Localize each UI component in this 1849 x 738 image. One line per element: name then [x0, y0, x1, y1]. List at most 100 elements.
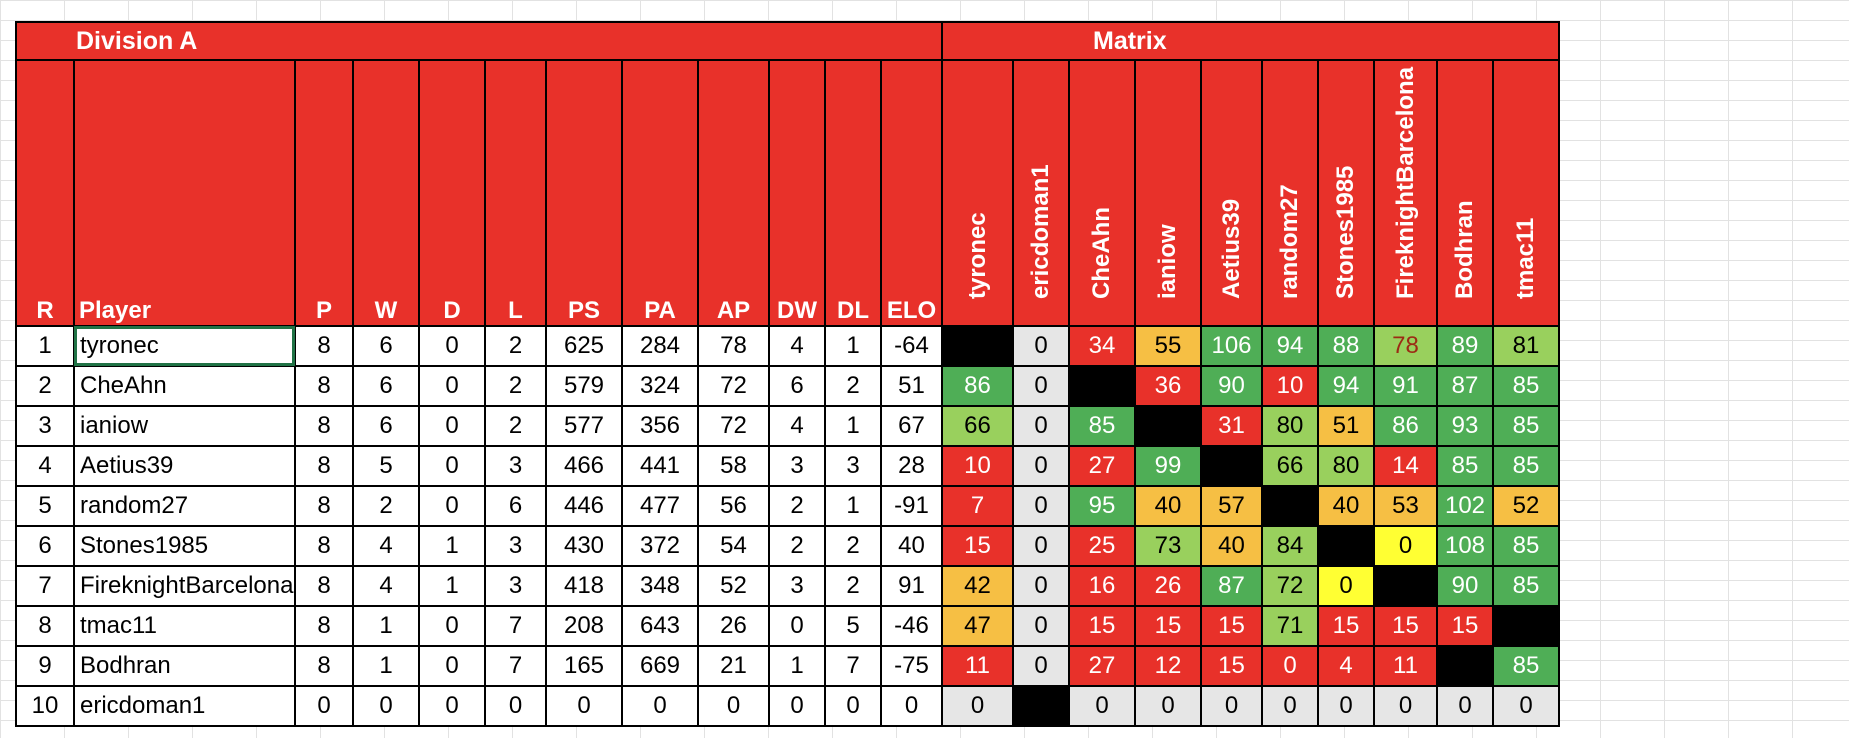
matrix-cell[interactable]: 85 — [1492, 565, 1560, 607]
matrix-cell[interactable]: 99 — [1134, 445, 1202, 487]
matrix-cell[interactable]: 15 — [941, 525, 1014, 567]
stat-cell-pa[interactable]: 284 — [621, 325, 699, 367]
matrix-header-fireknightbarcelona[interactable]: FireknightBarcelona — [1373, 59, 1438, 327]
matrix-cell[interactable]: 11 — [1373, 645, 1438, 687]
stat-cell-ap[interactable]: 72 — [697, 365, 770, 407]
matrix-cell[interactable]: 73 — [1134, 525, 1202, 567]
matrix-cell[interactable]: 40 — [1317, 485, 1375, 527]
matrix-cell[interactable]: 71 — [1261, 605, 1319, 647]
stat-cell-dl[interactable]: 3 — [824, 445, 882, 487]
stat-cell-elo[interactable]: 91 — [880, 565, 943, 607]
matrix-cell[interactable]: 81 — [1492, 325, 1560, 367]
header-rank[interactable]: R — [15, 59, 75, 327]
header-player[interactable]: Player — [73, 59, 296, 327]
stat-cell-ap[interactable]: 26 — [697, 605, 770, 647]
matrix-cell[interactable] — [1012, 685, 1070, 727]
matrix-cell[interactable]: 87 — [1200, 565, 1263, 607]
stat-cell-w[interactable]: 6 — [352, 325, 420, 367]
matrix-cell[interactable] — [1200, 445, 1263, 487]
rank-cell[interactable]: 1 — [15, 325, 75, 367]
stat-cell-elo[interactable]: -46 — [880, 605, 943, 647]
matrix-cell[interactable]: 95 — [1068, 485, 1136, 527]
matrix-header-bodhran[interactable]: Bodhran — [1436, 59, 1494, 327]
matrix-header-tyronec[interactable]: tyronec — [941, 59, 1014, 327]
matrix-cell[interactable]: 15 — [1436, 605, 1494, 647]
matrix-cell[interactable]: 89 — [1436, 325, 1494, 367]
stat-cell-ps[interactable]: 418 — [545, 565, 623, 607]
stat-cell-ap[interactable]: 54 — [697, 525, 770, 567]
stat-cell-elo[interactable]: -64 — [880, 325, 943, 367]
matrix-cell[interactable]: 85 — [1436, 445, 1494, 487]
stat-cell-d[interactable]: 0 — [418, 485, 486, 527]
matrix-cell[interactable]: 0 — [1012, 645, 1070, 687]
stat-cell-elo[interactable]: 28 — [880, 445, 943, 487]
matrix-cell[interactable]: 10 — [941, 445, 1014, 487]
stat-cell-elo[interactable]: 51 — [880, 365, 943, 407]
stat-cell-p[interactable]: 8 — [294, 645, 354, 687]
stat-cell-elo[interactable]: -91 — [880, 485, 943, 527]
matrix-cell[interactable]: 85 — [1492, 445, 1560, 487]
stat-cell-p[interactable]: 8 — [294, 445, 354, 487]
header-ps[interactable]: PS — [545, 59, 623, 327]
stat-cell-pa[interactable]: 356 — [621, 405, 699, 447]
stat-cell-d[interactable]: 0 — [418, 405, 486, 447]
matrix-cell[interactable]: 40 — [1200, 525, 1263, 567]
matrix-cell[interactable] — [1261, 485, 1319, 527]
stat-cell-d[interactable]: 0 — [418, 645, 486, 687]
player-cell[interactable]: tmac11 — [73, 605, 296, 647]
matrix-cell[interactable]: 90 — [1200, 365, 1263, 407]
stat-cell-w[interactable]: 6 — [352, 405, 420, 447]
matrix-cell[interactable]: 40 — [1134, 485, 1202, 527]
stat-cell-l[interactable]: 2 — [484, 365, 547, 407]
matrix-cell[interactable] — [1373, 565, 1438, 607]
matrix-cell[interactable] — [1068, 365, 1136, 407]
matrix-cell[interactable]: 0 — [1373, 525, 1438, 567]
stat-cell-d[interactable]: 0 — [418, 445, 486, 487]
matrix-cell[interactable]: 0 — [1012, 405, 1070, 447]
stat-cell-d[interactable]: 1 — [418, 565, 486, 607]
rank-cell[interactable]: 5 — [15, 485, 75, 527]
stat-cell-dw[interactable]: 2 — [768, 485, 826, 527]
matrix-cell[interactable]: 36 — [1134, 365, 1202, 407]
stat-cell-dw[interactable]: 1 — [768, 645, 826, 687]
header-dw[interactable]: DW — [768, 59, 826, 327]
matrix-cell[interactable]: 0 — [1373, 685, 1438, 727]
stat-cell-pa[interactable]: 348 — [621, 565, 699, 607]
stat-cell-pa[interactable]: 372 — [621, 525, 699, 567]
player-cell[interactable]: Aetius39 — [73, 445, 296, 487]
stat-cell-l[interactable]: 0 — [484, 685, 547, 727]
stat-cell-d[interactable]: 0 — [418, 365, 486, 407]
stat-cell-dw[interactable]: 3 — [768, 565, 826, 607]
matrix-cell[interactable]: 16 — [1068, 565, 1136, 607]
matrix-cell[interactable]: 85 — [1492, 645, 1560, 687]
rank-cell[interactable]: 9 — [15, 645, 75, 687]
rank-cell[interactable]: 10 — [15, 685, 75, 727]
matrix-cell[interactable]: 0 — [1012, 445, 1070, 487]
stat-cell-w[interactable]: 4 — [352, 525, 420, 567]
matrix-cell[interactable]: 102 — [1436, 485, 1494, 527]
matrix-cell[interactable]: 0 — [1317, 685, 1375, 727]
stat-cell-ps[interactable]: 625 — [545, 325, 623, 367]
stat-cell-dw[interactable]: 3 — [768, 445, 826, 487]
stat-cell-elo[interactable]: 67 — [880, 405, 943, 447]
stat-cell-ap[interactable]: 56 — [697, 485, 770, 527]
matrix-header-aetius39[interactable]: Aetius39 — [1200, 59, 1263, 327]
rank-cell[interactable]: 3 — [15, 405, 75, 447]
stat-cell-l[interactable]: 7 — [484, 605, 547, 647]
matrix-cell[interactable]: 94 — [1261, 325, 1319, 367]
matrix-cell[interactable]: 108 — [1436, 525, 1494, 567]
header-d[interactable]: D — [418, 59, 486, 327]
matrix-cell[interactable]: 0 — [1012, 525, 1070, 567]
matrix-cell[interactable]: 7 — [941, 485, 1014, 527]
stat-cell-p[interactable]: 0 — [294, 685, 354, 727]
rank-cell[interactable]: 4 — [15, 445, 75, 487]
stat-cell-dl[interactable]: 0 — [824, 685, 882, 727]
stat-cell-ps[interactable]: 577 — [545, 405, 623, 447]
player-cell-selected[interactable]: tyronec — [73, 325, 296, 367]
matrix-cell[interactable]: 78 — [1373, 325, 1438, 367]
stat-cell-elo[interactable]: -75 — [880, 645, 943, 687]
matrix-cell[interactable]: 51 — [1317, 405, 1375, 447]
stat-cell-ps[interactable]: 208 — [545, 605, 623, 647]
matrix-cell[interactable]: 91 — [1373, 365, 1438, 407]
rank-cell[interactable]: 8 — [15, 605, 75, 647]
